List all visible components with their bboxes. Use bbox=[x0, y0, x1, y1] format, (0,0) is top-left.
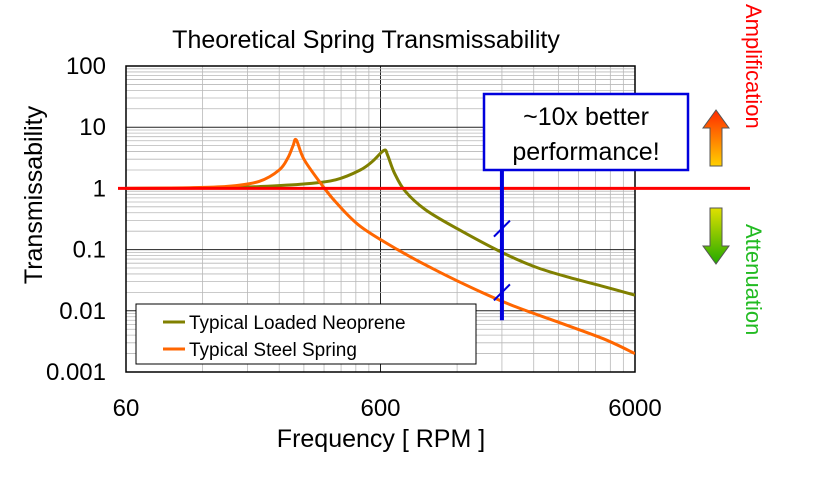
side-label-amplification: Amplification bbox=[741, 4, 766, 129]
y-tick-label: 100 bbox=[66, 53, 106, 80]
x-axis-label: Frequency [ RPM ] bbox=[277, 425, 485, 453]
legend-label-neoprene: Typical Loaded Neoprene bbox=[189, 313, 406, 334]
y-tick-label: 0.1 bbox=[73, 237, 106, 264]
legend-box bbox=[135, 303, 477, 365]
up-arrow-icon bbox=[702, 109, 730, 167]
series-line-neoprene bbox=[126, 148, 635, 297]
annotation-box: ~10x better performance! bbox=[482, 92, 690, 172]
y-tick-label: 10 bbox=[79, 114, 106, 141]
x-tick-labels: 60 600 6000 bbox=[113, 395, 662, 422]
marker-cross bbox=[493, 219, 511, 238]
chart-title: Theoretical Spring Transmissability bbox=[172, 26, 560, 54]
plot-frame bbox=[125, 65, 636, 373]
y-tick-label: 0.01 bbox=[59, 298, 106, 325]
y-tick-label: 1 bbox=[93, 175, 106, 202]
series-line-steel bbox=[126, 137, 635, 355]
annotation-line-2: performance! bbox=[512, 138, 659, 166]
y-tick-label: 0.001 bbox=[46, 359, 106, 386]
x-tick-label: 60 bbox=[113, 395, 140, 422]
marker-group bbox=[493, 169, 511, 321]
marker-cross bbox=[493, 283, 511, 302]
annotation-line-1: ~10x better bbox=[523, 103, 649, 131]
y-tick-labels: 0.001 0.01 0.1 1 10 100 bbox=[46, 53, 106, 386]
series-group bbox=[126, 137, 635, 355]
side-label-attenuation: Attenuation bbox=[741, 224, 766, 335]
down-arrow-icon bbox=[702, 207, 730, 265]
x-tick-label: 6000 bbox=[608, 395, 661, 422]
y-axis-label: Transmissability bbox=[20, 105, 48, 284]
annotation-frame bbox=[482, 92, 690, 172]
legend: Typical Loaded Neoprene Typical Steel Sp… bbox=[135, 303, 477, 365]
legend-label-steel: Typical Steel Spring bbox=[189, 340, 357, 361]
x-tick-label: 600 bbox=[360, 395, 400, 422]
